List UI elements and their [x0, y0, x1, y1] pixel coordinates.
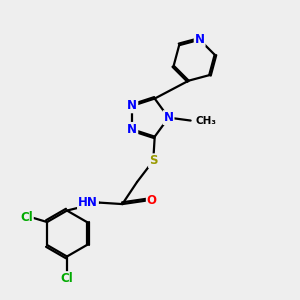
- Text: N: N: [127, 99, 137, 112]
- Text: O: O: [147, 194, 157, 207]
- Text: HN: HN: [78, 196, 98, 209]
- Text: S: S: [149, 154, 158, 167]
- Text: HN: HN: [78, 196, 98, 209]
- Text: Cl: Cl: [20, 211, 33, 224]
- Text: N: N: [127, 123, 137, 136]
- Text: CH₃: CH₃: [195, 116, 216, 126]
- Text: N: N: [195, 33, 205, 46]
- Text: N: N: [164, 111, 174, 124]
- Text: Cl: Cl: [61, 272, 73, 285]
